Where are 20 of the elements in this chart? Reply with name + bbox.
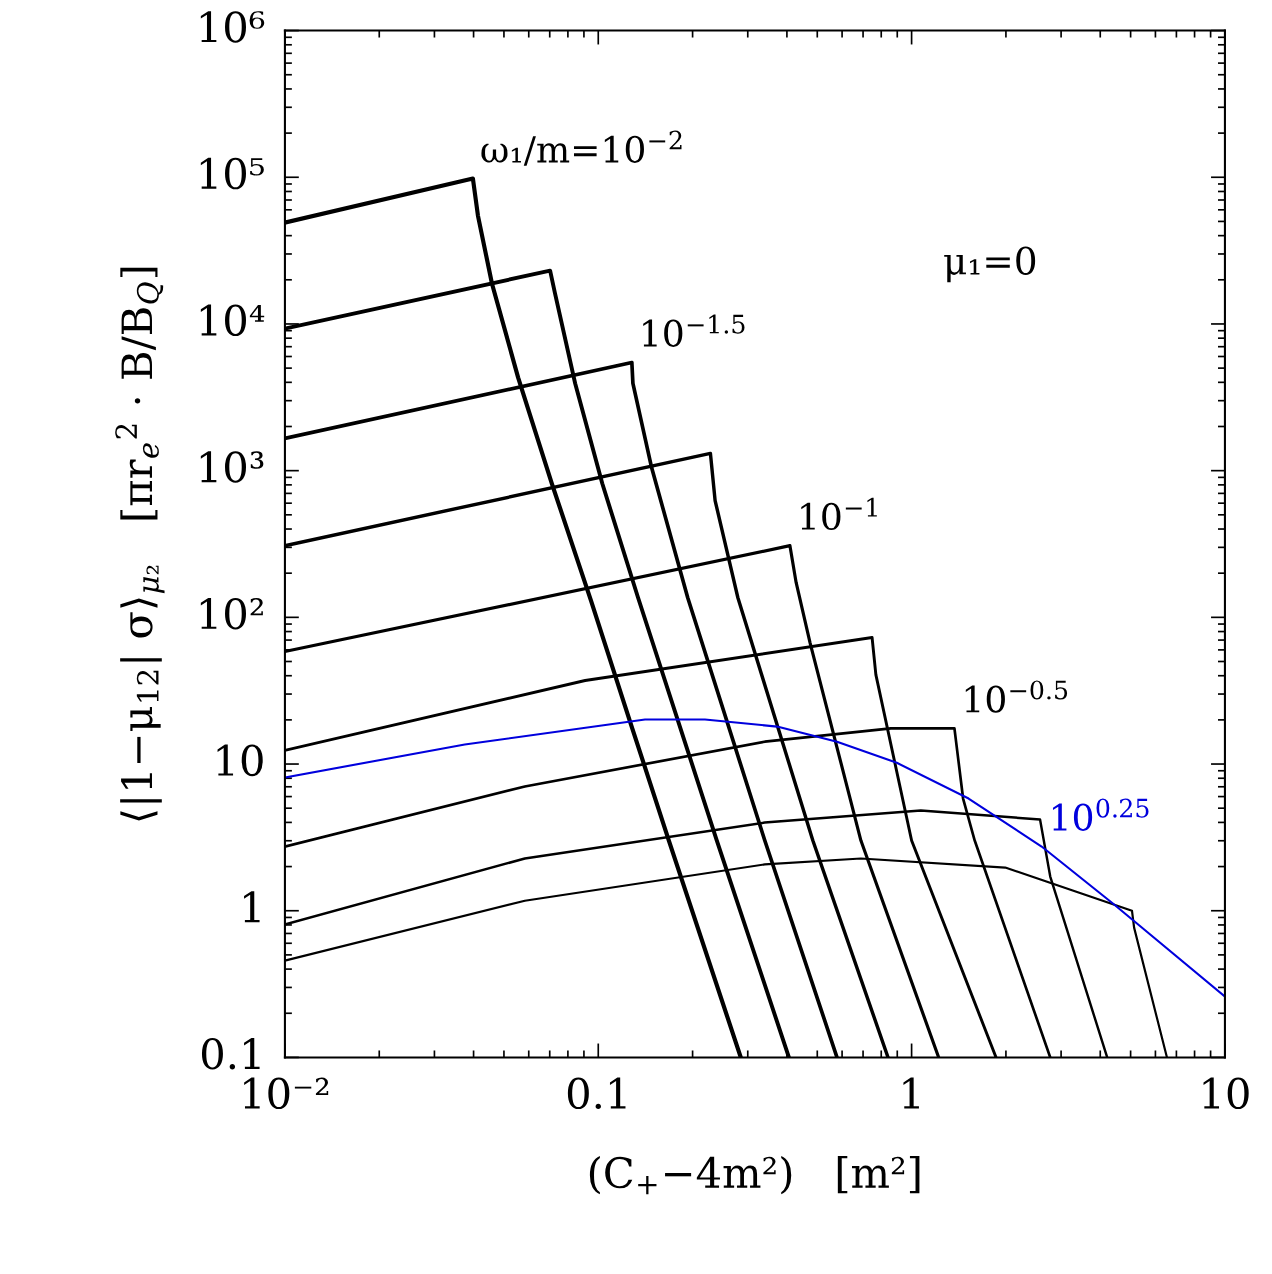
y-tick-label: 10 bbox=[217, 744, 263, 777]
annotation: 10$^{−0.5}$ bbox=[965, 680, 1068, 713]
x-tick-label: 10⁻² bbox=[244, 1077, 329, 1110]
y-tick-label: 10⁴ bbox=[200, 304, 265, 337]
x-tick-label: 0.1 bbox=[567, 1077, 626, 1110]
y-tick-label: 10⁵ bbox=[200, 157, 264, 190]
x-tick-label: 1 bbox=[903, 1077, 919, 1109]
x-tick-label: 10 bbox=[1203, 1077, 1249, 1110]
annotation: 10$^{0.25}$ bbox=[1052, 798, 1149, 831]
annotation: 10$^{−1}$ bbox=[801, 497, 877, 531]
annotation: 10$^{−1.5}$ bbox=[643, 314, 745, 347]
x-axis-title: (C$_{+}$−4m²) [m²] bbox=[589, 1156, 920, 1195]
text: ⟨|1−μ$_{12}$| σ⟩$_{μ₂}$ [πr$_{e}$$^{2}$ · B/B$_{Q}$] bbox=[115, 267, 165, 821]
annotation: ω₁/m=10$^{−2}$ bbox=[481, 130, 682, 166]
y-tick-label: 10³ bbox=[200, 451, 264, 483]
y-tick-label: 10⁶ bbox=[200, 11, 265, 43]
y-tick-label: 1 bbox=[244, 891, 260, 923]
y-tick-label: 0.1 bbox=[201, 1037, 260, 1070]
y-tick-label: 10² bbox=[200, 597, 263, 630]
annotation: μ₁=0 bbox=[944, 246, 1036, 283]
